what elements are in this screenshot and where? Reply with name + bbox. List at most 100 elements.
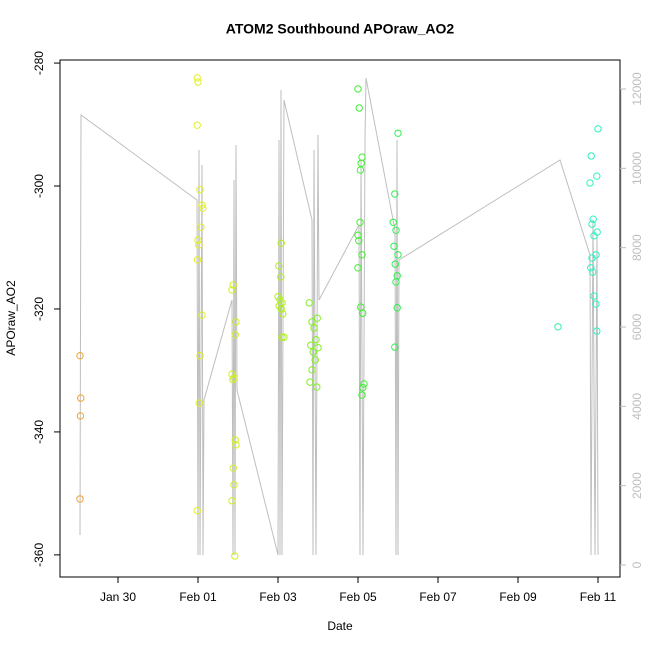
point [356,166,365,174]
plot-frame [59,59,621,578]
y2-tick-label: 10000 [630,151,644,185]
point [589,215,597,223]
point [229,281,237,289]
point [587,264,595,272]
y-tick-label: -320 [32,297,46,321]
x-tick-label: Feb 11 [580,590,617,604]
point [355,237,363,245]
point [231,436,239,444]
y-tick-label: -340 [32,420,46,444]
point [306,378,314,386]
point [592,300,600,308]
y2-tick-label: 6000 [630,313,644,340]
point [309,348,317,356]
point [197,223,205,231]
point [193,256,202,264]
point [590,232,598,240]
point [277,239,285,247]
point [280,333,288,341]
point [229,464,237,472]
point [593,327,601,335]
point [277,305,285,313]
point [194,236,202,244]
point [587,152,595,160]
point [389,218,397,226]
point [229,375,237,384]
point [358,251,366,259]
chart-title: ATOM2 Southbound APOraw_AO2 [226,21,455,37]
point [230,374,238,382]
point [360,380,368,388]
point [394,251,402,259]
y-tick-label: -360 [32,543,46,567]
point [312,336,320,344]
point [391,260,399,268]
point [588,254,596,262]
point [228,370,236,378]
y2-tick-label: 4000 [630,393,644,420]
x-axis-label: Date [327,619,353,633]
point [354,85,362,93]
point [76,495,84,503]
point [196,351,204,360]
point [359,309,367,317]
y2-tick-label: 0 [630,561,644,568]
point [277,273,285,281]
point [198,311,206,319]
point [279,310,287,318]
x-tick-label: Jan 30 [100,590,136,604]
x-tick-label: Feb 03 [259,590,297,604]
point [232,318,240,326]
point [199,204,207,212]
point [311,356,319,364]
point [358,391,366,399]
x-tick-label: Feb 07 [419,590,457,604]
point [193,506,201,515]
point [589,268,597,276]
point [392,226,400,234]
point [394,129,402,137]
point [594,125,602,133]
point [586,179,594,187]
point [232,441,240,449]
point [228,286,236,294]
point [593,172,601,180]
point [195,399,203,407]
x-tick-label: Feb 05 [339,590,377,604]
y-axis-label: APOraw_AO2 [4,280,18,356]
point [588,220,596,228]
point [356,218,364,226]
point [354,231,362,239]
point [390,242,398,250]
y2-tick-label: 8000 [630,234,644,261]
point [310,324,318,332]
point [393,304,401,312]
point [313,314,321,322]
y2-tick-label: 12000 [630,72,644,106]
point [194,78,202,86]
point [590,292,598,300]
point [198,201,206,209]
point [230,481,238,489]
point [196,186,204,194]
point [77,394,85,402]
point [193,74,201,82]
point [231,331,239,339]
point [359,383,367,392]
point [76,412,85,420]
point [278,333,286,341]
point [228,497,236,505]
point [391,343,399,351]
point [313,383,321,391]
point [76,351,84,360]
point [307,341,315,349]
point [355,104,363,112]
point [392,278,400,286]
point [354,264,362,272]
point [308,366,316,374]
x-tick-label: Feb 01 [179,590,217,604]
point [391,190,399,198]
point [314,344,322,352]
